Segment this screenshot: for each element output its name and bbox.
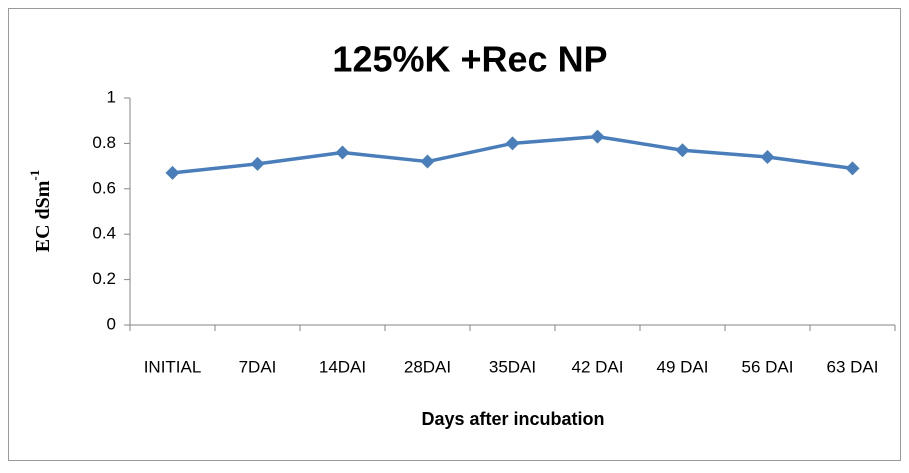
y-tick-label: 0.4 [92,224,116,243]
y-axis-title-sup: -1 [27,170,42,181]
chart-title: 125%K +Rec NP [332,39,607,80]
marker [590,129,605,144]
chart-border [8,8,901,461]
x-axis-title: Days after incubation [421,409,604,429]
x-tick-label: INITIAL [144,357,202,376]
x-tick-label: 42 DAI [572,357,624,376]
x-tick-label: 35DAI [489,357,536,376]
x-tick-label: 28DAI [404,357,451,376]
y-tick-label: 0.6 [92,178,116,197]
y-tick-label: 0 [107,314,116,333]
marker [335,145,350,160]
y-axis-title: EC dSm-1 [27,170,54,253]
marker [675,143,690,158]
x-tick-label: 49 DAI [657,357,709,376]
x-tick-label: 63 DAI [827,357,879,376]
x-tick-label: 14DAI [319,357,366,376]
marker [165,165,180,180]
marker [845,161,860,176]
marker [420,154,435,169]
y-tick-label: 0.2 [92,269,116,288]
x-tick-label: 56 DAI [742,357,794,376]
marker [505,136,520,151]
y-axis-title-text: EC dSm [32,180,54,252]
marker [250,156,265,171]
y-tick-label: 0.8 [92,133,116,152]
marker [760,150,775,165]
y-tick-label: 1 [107,87,116,106]
x-tick-label: 7DAI [239,357,277,376]
